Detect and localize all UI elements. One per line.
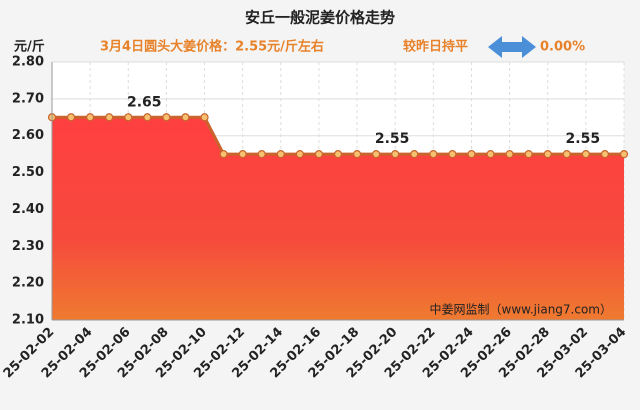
marker xyxy=(352,150,362,159)
flat-arrow-icon xyxy=(488,36,536,58)
y-tick-label: 2.50 xyxy=(12,165,44,180)
marker xyxy=(391,150,400,159)
marker xyxy=(181,113,190,122)
data-label: 2.55 xyxy=(375,131,410,147)
y-tick-label: 2.40 xyxy=(12,202,44,217)
marker xyxy=(600,150,610,159)
marker xyxy=(105,113,114,122)
marker xyxy=(524,150,533,159)
marker xyxy=(581,150,590,159)
marker xyxy=(543,150,552,159)
marker xyxy=(562,150,571,159)
marker xyxy=(314,150,324,159)
change-text: 较昨日持平 xyxy=(403,39,468,55)
y-tick-label: 2.10 xyxy=(12,313,44,328)
chart-title: 安丘一般泥姜价格走势 xyxy=(245,9,395,27)
marker xyxy=(257,150,266,159)
y-axis-label: 元/斤 xyxy=(14,39,45,55)
y-tick-label: 2.20 xyxy=(12,276,44,291)
marker xyxy=(162,113,171,122)
y-tick-label: 2.60 xyxy=(12,128,44,143)
marker xyxy=(86,113,95,122)
marker xyxy=(66,113,76,122)
marker xyxy=(486,150,495,159)
marker xyxy=(448,150,457,159)
watermark: 中姜网监制（www.jiang7.com） xyxy=(430,302,612,317)
marker xyxy=(372,150,381,159)
y-tick-label: 2.80 xyxy=(12,55,44,70)
marker xyxy=(219,150,228,159)
marker xyxy=(467,150,476,159)
marker xyxy=(429,150,438,159)
change-value: 0.00% xyxy=(540,40,585,55)
marker xyxy=(200,113,209,122)
marker xyxy=(505,150,514,159)
marker xyxy=(276,150,285,159)
data-label: 2.55 xyxy=(566,131,601,147)
y-tick-label: 2.30 xyxy=(12,239,44,254)
marker xyxy=(124,113,133,122)
marker xyxy=(143,113,152,122)
marker xyxy=(333,150,343,159)
marker xyxy=(619,150,629,159)
y-tick-label: 2.70 xyxy=(12,91,44,106)
data-label: 2.65 xyxy=(127,94,162,110)
marker xyxy=(410,150,419,159)
area-fill xyxy=(52,117,624,321)
marker xyxy=(238,150,247,159)
marker xyxy=(295,150,304,159)
subtitle: 3月4日圆头大姜价格：2.55元/斤左右 xyxy=(100,39,324,55)
